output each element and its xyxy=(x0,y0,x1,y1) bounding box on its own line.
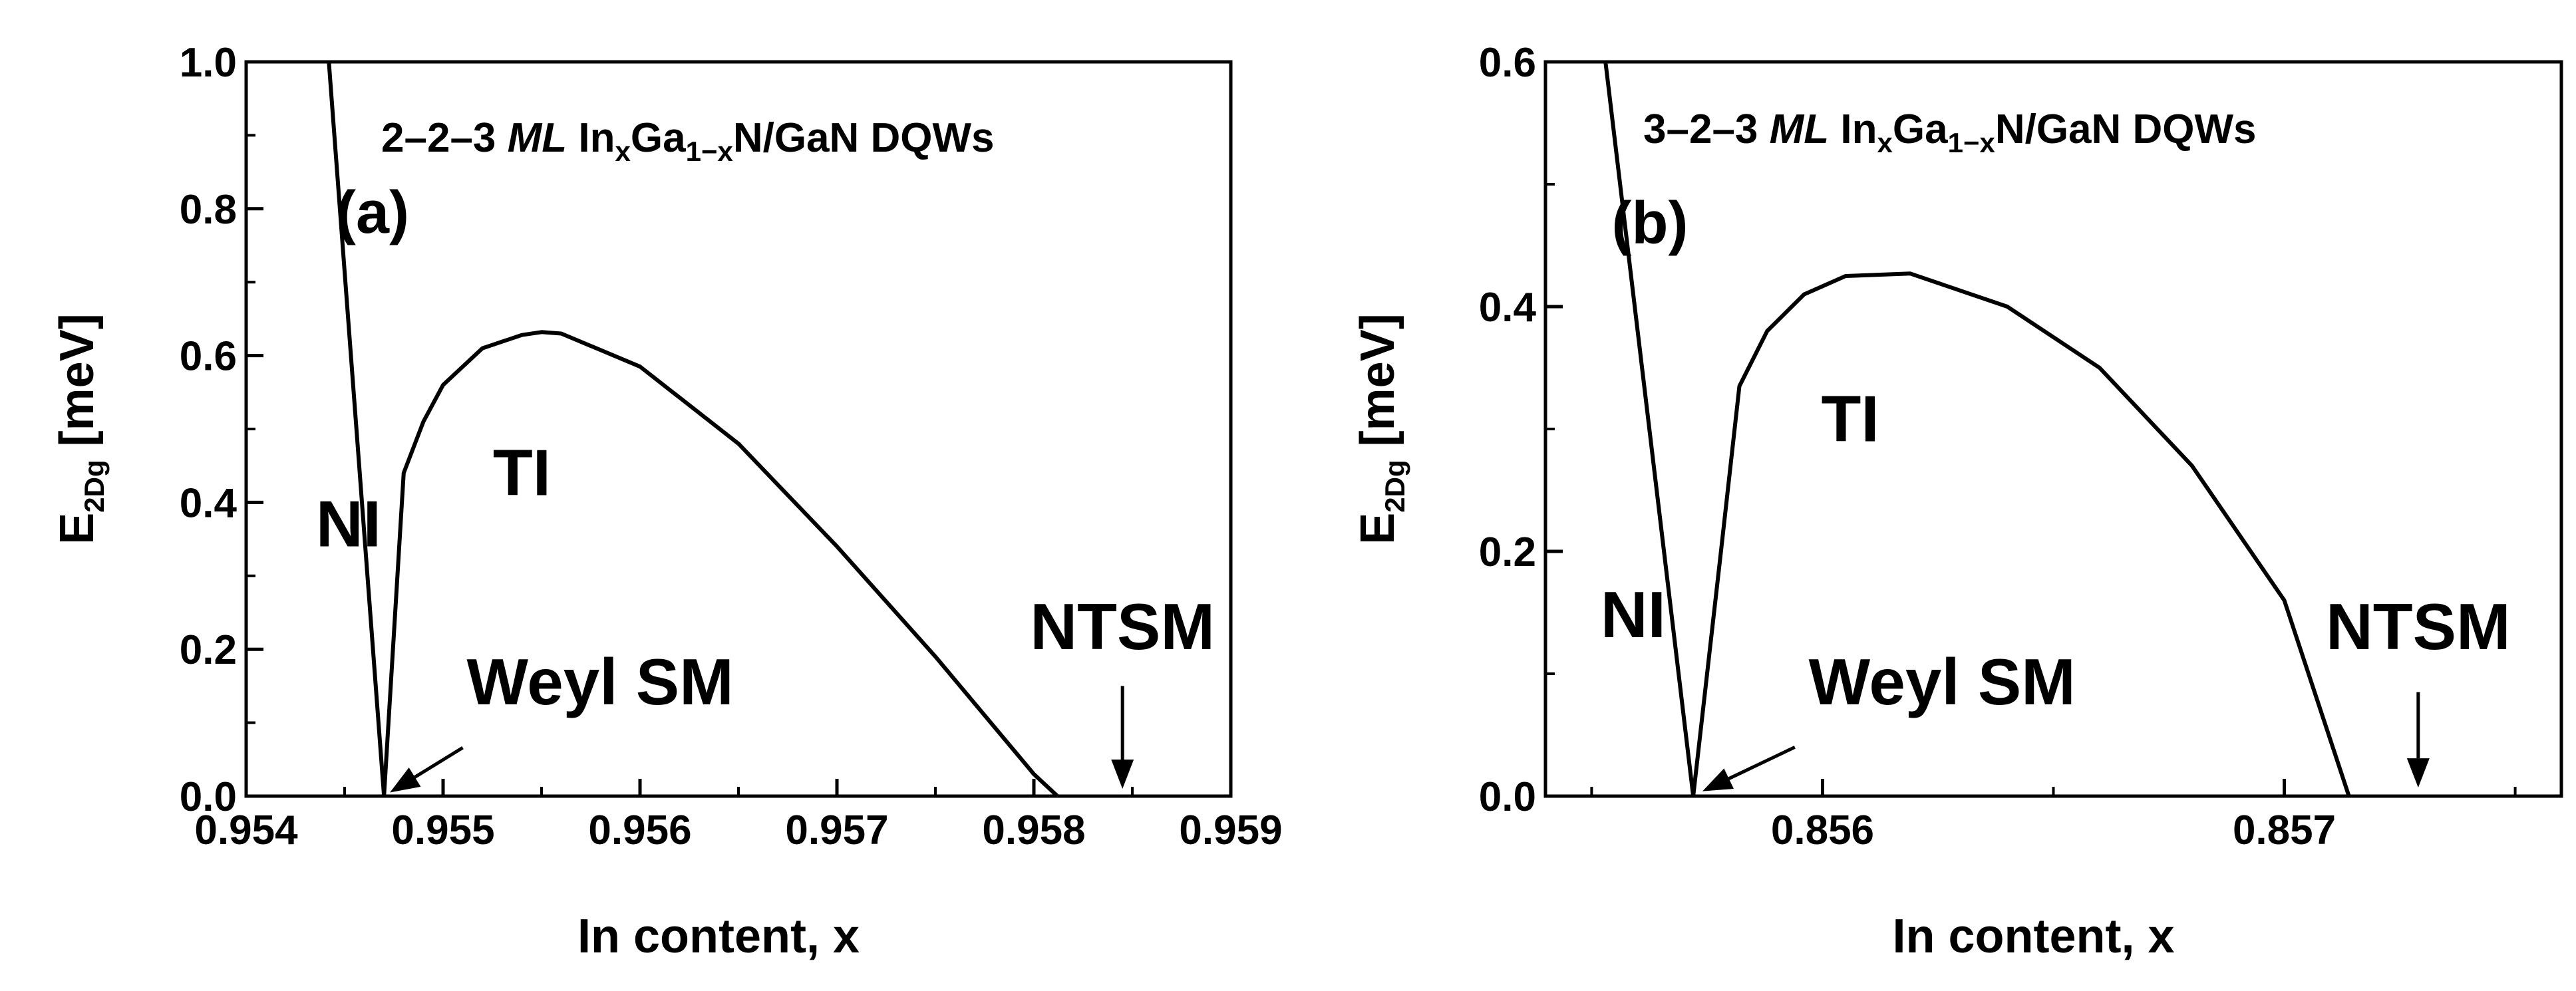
title-subscript: 1−x xyxy=(686,136,734,167)
arrow-head xyxy=(1702,768,1734,791)
y-tick-label: 0.2 xyxy=(180,627,237,673)
title-part: ML xyxy=(1770,106,1830,152)
panel-label: (b) xyxy=(1612,190,1689,257)
x-tick-label: 0.857 xyxy=(2233,807,2336,853)
y-tick-label: 0.0 xyxy=(1479,774,1536,820)
panel-label: (a) xyxy=(336,180,409,246)
title-part: In xyxy=(1829,106,1877,152)
x-tick-label: 0.954 xyxy=(194,807,298,853)
x-axis-label: In content, x xyxy=(1892,910,2174,963)
region-label-ti: TI xyxy=(493,436,551,509)
x-tick-label: 0.958 xyxy=(982,807,1085,853)
plot-frame xyxy=(244,60,1233,798)
y-label-part: [meV] xyxy=(1351,313,1404,460)
y-tick-label: 0.6 xyxy=(180,334,237,380)
title-part: Ga xyxy=(631,115,686,161)
title-subscript: x xyxy=(615,136,631,167)
region-label-ni: NI xyxy=(1601,578,1666,651)
title-part: 3–2–3 xyxy=(1643,106,1770,152)
series-ti-gap xyxy=(382,330,1060,796)
panel-b: 0.856 0.857 0.0 0.2 0.4 0.6 NI TI Weyl SM NTSM (b)… xyxy=(1351,40,2563,963)
series-ni-boundary xyxy=(327,62,387,796)
series-group xyxy=(1603,62,2351,796)
arrow-shaft xyxy=(414,746,464,779)
x-tick-label: 0.856 xyxy=(1771,807,1874,853)
region-label-ti: TI xyxy=(1822,382,1879,455)
title-part: 2–2–3 xyxy=(381,115,508,161)
arrow-head xyxy=(390,767,421,793)
y-tick-label: 1.0 xyxy=(180,40,237,86)
series-ti-gap xyxy=(1691,271,2351,796)
y-tick-label: 0.4 xyxy=(1479,285,1537,331)
x-tick-label: 0.959 xyxy=(1179,807,1282,853)
chart-title: 3–2–3 ML InxGa1−xN/GaN DQWs xyxy=(1643,106,2257,158)
y-tick-label: 0.8 xyxy=(180,187,237,233)
series-group xyxy=(327,62,1060,796)
x-axis-label: In content, x xyxy=(577,910,860,963)
annotation-ntsm: NTSM xyxy=(1030,590,1215,663)
region-label-ni: NI xyxy=(316,488,381,561)
y-axis-label: E2Dg [meV] xyxy=(51,313,110,544)
arrow-head xyxy=(1111,759,1134,789)
y-label-subscript: 2Dg xyxy=(79,460,110,512)
title-part: Ga xyxy=(1893,106,1948,152)
arrow-head xyxy=(2406,758,2430,788)
y-tick-label: 0.2 xyxy=(1479,529,1536,575)
title-part: N/GaN DQWs xyxy=(1995,106,2257,152)
title-part: ML xyxy=(508,115,567,161)
y-label-part: E xyxy=(1351,513,1404,545)
y-label-subscript: 2Dg xyxy=(1379,460,1410,512)
title-subscript: x xyxy=(1877,127,1893,158)
panel-a: 0.954 0.955 0.956 0.957 0.958 0.959 0.0 0.2 0.4 0… xyxy=(51,40,1283,963)
x-tick-label: 0.955 xyxy=(391,807,494,853)
x-tick-label: 0.956 xyxy=(588,807,691,853)
chart-title: 2–2–3 ML InxGa1−xN/GaN DQWs xyxy=(381,115,995,167)
y-axis-label: E2Dg [meV] xyxy=(1351,313,1410,544)
y-tick-label: 0.0 xyxy=(180,774,237,820)
arrow-shaft xyxy=(1728,746,1796,780)
x-tick-label: 0.957 xyxy=(785,807,888,853)
annotation-ntsm: NTSM xyxy=(2326,590,2511,663)
annotation-weyl-sm: Weyl SM xyxy=(1809,645,2076,718)
series-ni-boundary xyxy=(1603,62,1696,796)
y-label-part: E xyxy=(51,513,104,545)
title-subscript: 1−x xyxy=(1948,127,1996,158)
y-tick-label: 0.6 xyxy=(1479,40,1536,86)
y-tick-label: 0.4 xyxy=(180,480,238,526)
title-part: In xyxy=(567,115,615,161)
annotation-weyl-sm: Weyl SM xyxy=(467,645,734,718)
title-part: N/GaN DQWs xyxy=(733,115,995,161)
y-label-part: [meV] xyxy=(51,313,104,460)
